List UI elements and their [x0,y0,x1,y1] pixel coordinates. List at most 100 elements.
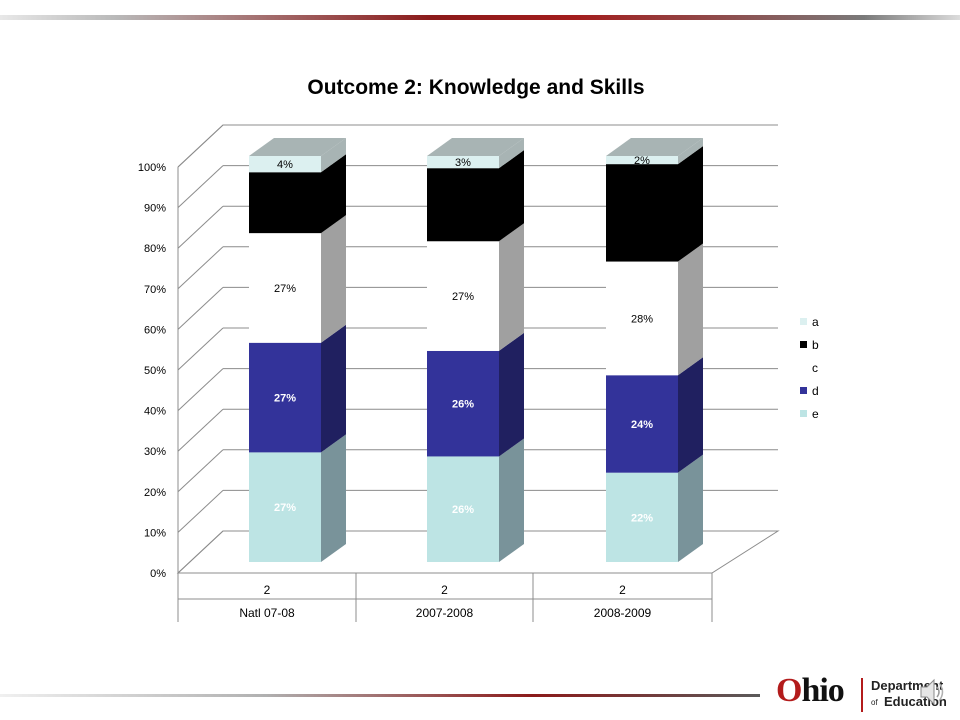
bar-segment-d [427,332,524,457]
bar-top-a [427,138,524,156]
y-tick-label: 80% [144,243,166,255]
bar-side-e [321,434,346,562]
logo-of: of [871,698,878,707]
bar-segment-a [427,138,524,169]
legend-item-c: c [800,361,818,375]
data-label: 26% [452,504,474,516]
data-label: 27% [452,291,474,303]
x-tick-label: 2 [264,583,271,597]
y-tick-label: 70% [144,284,166,296]
bar-segment-d [249,324,346,453]
data-label: 3% [455,157,471,169]
x-group-label: Natl 07-08 [239,606,295,620]
speaker-icon[interactable] [918,676,946,708]
bar-front-b [427,168,499,242]
bar-front-b [606,164,678,262]
x-tick-label: 2 [619,583,626,597]
gridline-diagonal [177,287,224,330]
gridline-diagonal [177,165,224,208]
bar-side-a [678,138,703,165]
x-group-label: 2007-2008 [416,606,474,620]
bar-side-b [321,154,346,234]
legend-item-b: b [800,338,819,352]
y-tick-label: 60% [144,324,166,336]
legend-swatch [800,410,807,417]
bar-side-d [499,332,524,457]
gridline-diagonal [177,124,224,168]
bar-side-c [678,243,703,376]
bar-front-e [249,452,321,562]
bar-segment-e [606,454,703,562]
bar-front-c [606,261,678,376]
bar-segment-b [249,154,346,234]
legend-item-a: a [800,315,819,329]
bar-segment-c [606,243,703,376]
legend-swatch [800,387,807,394]
bar-segment-a [606,138,703,165]
ohio-education-logo: Ohio Department of Education [776,672,954,716]
bar-front-a [249,156,321,173]
y-tick-label: 40% [144,406,166,418]
gridline-diagonal [177,408,224,452]
bar-side-d [321,324,346,453]
logo-o: O [776,672,802,709]
gridline-diagonal [177,530,224,574]
bar-front-d [249,342,321,453]
gridline-diagonal [177,490,224,533]
logo-divider [861,678,863,712]
legend-swatch [800,318,807,325]
bar-side-a [321,138,346,173]
bar-segment-e [249,434,346,562]
gridline-diagonal [177,327,224,371]
bar-segment-c [249,215,346,343]
legend-label: b [812,338,819,352]
chart-title: Outcome 2: Knowledge and Skills [307,76,645,99]
data-label: 28% [631,313,653,325]
y-tick-label: 30% [144,446,166,458]
legend-item-e: e [800,407,819,421]
data-label: 26% [452,399,474,411]
legend-item-d: d [800,384,819,398]
gridline-diagonal [177,368,224,411]
top-divider [0,15,960,20]
bar-side-c [499,223,524,351]
bar-front-e [427,456,499,562]
y-tick-label: 20% [144,487,166,499]
gridline-diagonal [177,246,224,290]
data-label: 27% [274,393,296,405]
legend-label: d [812,384,819,398]
gridline-diagonal [177,205,224,249]
bar-side-b [678,146,703,262]
bar-side-b [499,150,524,242]
bar-side-e [499,438,524,562]
bar-segment-e [427,438,524,562]
data-label: 27% [274,502,296,514]
bar-front-d [427,350,499,457]
bar-side-d [678,357,703,473]
data-label: 4% [277,159,293,171]
bar-front-b [249,172,321,234]
bar-front-a [427,156,499,169]
y-tick-label: 10% [144,527,166,539]
bar-side-c [321,215,346,343]
bar-segment-a [249,138,346,173]
bar-segment-b [606,146,703,262]
data-label: 27% [274,283,296,295]
data-label: 2% [634,155,650,167]
bar-segment-b [427,150,524,242]
y-tick-label: 50% [144,365,166,377]
logo-ohio: hio [801,672,844,709]
bar-front-a [606,156,678,165]
bar-side-a [499,138,524,169]
y-tick-label: 90% [144,203,166,215]
y-tick-label: 100% [138,162,166,174]
legend-label: e [812,407,819,421]
data-label: 24% [631,419,653,431]
bar-front-c [427,241,499,351]
bar-side-e [678,454,703,562]
bottom-divider [0,694,760,697]
bar-front-d [606,375,678,473]
legend-swatch [800,341,807,348]
x-group-label: 2008-2009 [594,606,652,620]
bar-segment-c [427,223,524,351]
